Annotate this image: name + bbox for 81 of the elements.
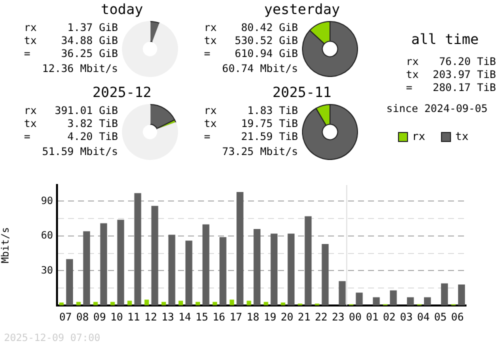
x-tick-label: 16	[212, 311, 226, 324]
chart-title: yesterday	[263, 2, 341, 18]
x-tick-label: 03	[400, 311, 413, 324]
bar	[236, 192, 244, 306]
bar	[117, 220, 124, 306]
bar	[441, 283, 448, 306]
x-tick-label: 22	[314, 311, 328, 324]
bar	[134, 193, 142, 306]
text: = 36.25 GiB	[24, 48, 118, 60]
x-tick-label: 11	[127, 311, 140, 324]
x-tick-label: 15	[196, 311, 208, 324]
x-tick-label: 04	[417, 311, 430, 324]
bar	[288, 234, 295, 306]
bar	[66, 259, 74, 306]
text: 73.25 Mbit/s	[221, 146, 298, 159]
bar	[100, 223, 108, 306]
text: rx 1.83 TiB	[204, 105, 298, 117]
x-tick-label: 13	[161, 311, 174, 324]
x-tick-label: 08	[76, 311, 89, 324]
x-tick-label: 23	[332, 311, 345, 324]
text: tx 530.52 GiB	[204, 35, 298, 47]
text: 12.36 Mbit/s	[41, 63, 118, 76]
y-axis-title: Mbit/s	[0, 227, 12, 264]
text: rx 1.37 GiB	[24, 22, 118, 34]
bar	[458, 284, 465, 306]
text: rx 391.01 GiB	[24, 105, 118, 117]
bar	[144, 300, 149, 306]
chart-title: 2025-12	[91, 85, 152, 101]
bar	[168, 234, 176, 306]
x-tick-label: 01	[366, 311, 379, 324]
x-tick-label: 21	[298, 311, 310, 324]
y-tick-label: 30	[40, 265, 53, 276]
chart-title: today	[100, 2, 144, 18]
text: = 4.20 TiB	[24, 131, 118, 143]
bar	[202, 224, 210, 306]
bar	[83, 231, 90, 306]
bar	[356, 292, 363, 306]
bar	[372, 297, 380, 306]
bar	[304, 216, 312, 306]
text: = 610.94 GiB	[204, 48, 298, 60]
x-tick-label: 19	[264, 311, 276, 324]
bar	[338, 281, 346, 306]
x-tick-label: 06	[451, 311, 464, 324]
x-tick-label: 14	[178, 311, 192, 324]
bar	[254, 228, 260, 306]
x-tick-label: 20	[280, 311, 294, 324]
y-tick-label: 90	[40, 196, 53, 207]
text: all time	[410, 32, 480, 48]
text: tx 19.75 TiB	[204, 118, 298, 130]
bar	[322, 244, 329, 306]
bar	[185, 240, 192, 306]
bar	[220, 237, 226, 306]
x-tick-label: 09	[93, 311, 106, 324]
x-tick-label: 17	[230, 311, 242, 324]
text: = 280.17 TiB	[406, 82, 496, 94]
text: 51.59 Mbit/s	[41, 146, 118, 159]
text: tx 3.82 TiB	[24, 118, 118, 130]
text: rx 80.42 GiB	[204, 22, 298, 34]
x-tick-label: 02	[382, 311, 396, 324]
chart-title: 2025-11	[271, 85, 332, 101]
legend-label: rx	[411, 130, 426, 143]
y-tick-label: 60	[40, 230, 53, 242]
x-tick-label: 10	[110, 311, 123, 324]
x-tick-label: 00	[348, 311, 362, 324]
text: rx 76.20 TiB	[406, 56, 496, 68]
text: since 2024-09-05	[385, 103, 489, 116]
bar	[270, 234, 278, 306]
bar	[390, 290, 397, 306]
x-tick-label: 07	[59, 311, 72, 324]
x-tick-label: 05	[434, 311, 447, 324]
bar	[406, 297, 414, 306]
legend-label: tx	[454, 130, 468, 143]
x-tick-label: 12	[144, 311, 158, 324]
text: tx 34.88 GiB	[24, 35, 118, 47]
x-tick-label: 18	[246, 311, 260, 324]
bar	[151, 206, 158, 306]
text: = 21.59 TiB	[204, 131, 298, 143]
bar	[230, 300, 234, 306]
text: tx 203.97 TiB	[406, 69, 496, 81]
bar	[424, 297, 431, 306]
text: 60.74 Mbit/s	[221, 63, 298, 76]
